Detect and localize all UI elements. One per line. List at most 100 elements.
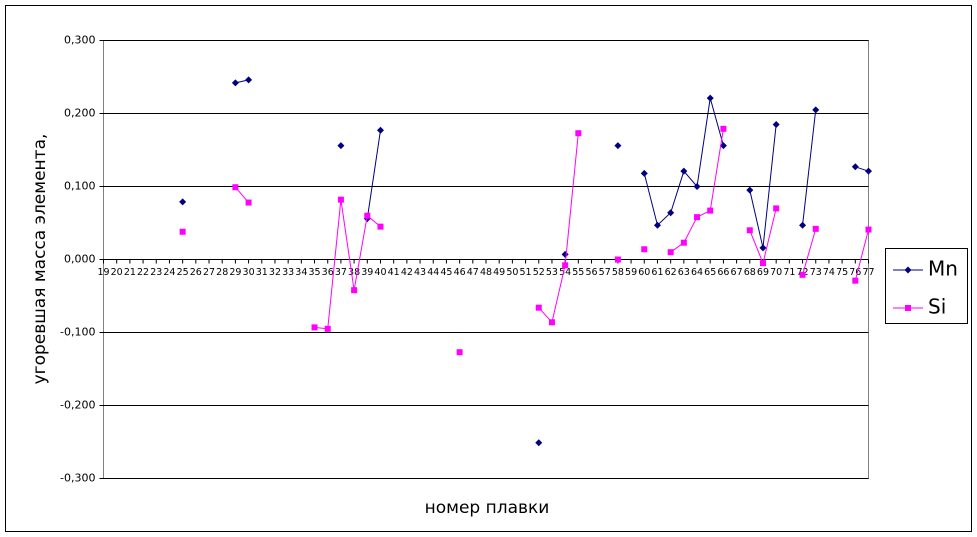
data-point (694, 214, 701, 221)
x-tick-label: 55 (572, 267, 584, 278)
x-tick-label: 38 (348, 267, 360, 278)
y-tick-label: -0,100 (60, 326, 95, 339)
data-point (640, 169, 648, 177)
legend-marker (905, 305, 911, 311)
y-tick-label: -0,300 (60, 472, 95, 485)
x-tick-label: 63 (678, 267, 690, 278)
x-tick-label: 47 (467, 267, 479, 278)
x-tick-label: 54 (559, 267, 571, 278)
x-tick-label: 77 (862, 267, 874, 278)
x-tick-label: 51 (520, 267, 532, 278)
data-point (653, 221, 661, 229)
data-point (865, 167, 872, 175)
x-tick-label: 76 (849, 267, 861, 278)
legend-box (885, 248, 968, 324)
x-axis-title: номер плавки (425, 498, 550, 518)
data-point (179, 228, 186, 235)
data-point (865, 226, 872, 233)
data-point (535, 304, 542, 311)
y-axis-title: угоревшая масса элемента, (30, 134, 50, 385)
x-tick-label: 65 (704, 267, 716, 278)
x-tick-label: 61 (651, 267, 663, 278)
data-point (245, 76, 253, 84)
x-tick-label: 43 (414, 267, 426, 278)
data-point (851, 163, 859, 171)
x-tick-label: 57 (599, 267, 611, 278)
data-point (759, 260, 766, 267)
x-tick-label: 30 (243, 267, 255, 278)
x-tick-label: 25 (177, 267, 189, 278)
legend-label: Mn (928, 257, 958, 281)
x-tick-label: 19 (97, 267, 109, 278)
data-point (337, 196, 344, 203)
x-tick-label: 22 (137, 267, 149, 278)
x-tick-label: 46 (454, 267, 466, 278)
data-point (852, 277, 859, 284)
legend-label: Si (928, 295, 946, 319)
x-tick-label: 29 (229, 267, 241, 278)
data-point (720, 125, 727, 132)
x-tick-label: 44 (427, 267, 439, 278)
x-tick-label: 58 (612, 267, 624, 278)
x-tick-label: 24 (163, 267, 175, 278)
y-tick-label: 0,200 (64, 107, 96, 120)
x-tick-label: 60 (638, 267, 650, 278)
data-point (719, 142, 727, 150)
data-point (759, 244, 767, 252)
x-tick-label: 27 (203, 267, 215, 278)
data-point (231, 79, 239, 87)
x-tick-label: 37 (335, 267, 347, 278)
data-point (773, 205, 780, 212)
data-point (575, 130, 582, 137)
x-tick-label: 42 (401, 267, 413, 278)
data-point (707, 207, 714, 214)
x-tick-label: 49 (493, 267, 505, 278)
x-tick-label: 71 (783, 267, 795, 278)
data-point (562, 262, 569, 269)
data-point (706, 94, 714, 102)
y-tick-label: 0,000 (64, 253, 96, 266)
x-tick-label: 73 (810, 267, 822, 278)
x-tick-label: 28 (216, 267, 228, 278)
legend-marker (904, 266, 912, 274)
x-tick-label: 41 (388, 267, 400, 278)
x-tick-label: 36 (322, 267, 334, 278)
data-point (179, 198, 187, 206)
x-tick-label: 31 (256, 267, 268, 278)
data-point (232, 184, 239, 191)
data-point (535, 439, 543, 447)
x-tick-label: 67 (731, 267, 743, 278)
data-point (799, 221, 807, 229)
data-point (680, 239, 687, 246)
data-point (667, 249, 674, 256)
data-point (772, 120, 780, 128)
data-point (812, 225, 819, 232)
x-tick-label: 74 (823, 267, 835, 278)
x-tick-label: 40 (374, 267, 386, 278)
data-point (812, 106, 820, 114)
x-tick-label: 33 (282, 267, 294, 278)
x-tick-label: 50 (506, 267, 518, 278)
x-tick-label: 75 (836, 267, 848, 278)
x-tick-label: 70 (770, 267, 782, 278)
x-tick-label: 53 (546, 267, 558, 278)
x-tick-label: 32 (269, 267, 281, 278)
x-tick-label: 34 (295, 267, 307, 278)
data-point (337, 142, 345, 150)
data-point (376, 126, 384, 134)
x-tick-label: 56 (585, 267, 597, 278)
x-tick-label: 35 (308, 267, 320, 278)
data-point (377, 223, 384, 230)
data-point (641, 246, 648, 253)
data-point (548, 319, 555, 326)
data-point (680, 167, 688, 175)
data-point (799, 271, 806, 278)
data-point (746, 186, 754, 194)
x-tick-label: 52 (533, 267, 545, 278)
data-point (614, 256, 621, 263)
x-tick-label: 68 (744, 267, 756, 278)
x-tick-label: 59 (625, 267, 637, 278)
data-point (614, 142, 622, 150)
data-point (693, 183, 701, 190)
